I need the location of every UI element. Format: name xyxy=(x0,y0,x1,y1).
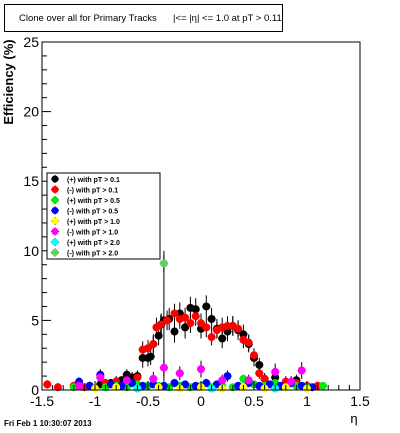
data-point-series-1 xyxy=(260,374,269,383)
data-point-series-5 xyxy=(271,367,280,376)
data-point-series-7 xyxy=(159,259,168,268)
data-point-series-5 xyxy=(287,377,296,386)
data-point-series-3 xyxy=(170,379,179,388)
x-tick-label: 1.5 xyxy=(350,393,370,409)
data-point-series-1 xyxy=(250,351,258,360)
legend-marker xyxy=(51,249,59,256)
timestamp: Fri Feb 1 10:30:07 2013 xyxy=(4,419,92,428)
x-tick-label: 1 xyxy=(303,393,311,409)
legend-entry-label: (+) with pT > 2.0 xyxy=(67,240,120,247)
data-point-series-1 xyxy=(244,338,253,347)
data-point-series-1 xyxy=(191,312,200,321)
legend-marker xyxy=(51,207,59,214)
data-point-series-1 xyxy=(156,320,165,329)
legend-marker xyxy=(51,217,59,225)
data-point-series-5 xyxy=(244,376,253,385)
legend-entry-label: (-) with pT > 0.1 xyxy=(67,188,118,195)
data-point-series-5 xyxy=(149,374,158,383)
legend-entry-label: (+) with pT > 0.1 xyxy=(67,177,120,184)
legend-box xyxy=(46,172,161,260)
legend-entry-label: (-) with pT > 0.5 xyxy=(67,209,118,216)
data-point-series-0 xyxy=(271,373,280,382)
x-tick-label: 0.5 xyxy=(244,393,264,409)
data-point-series-0 xyxy=(218,334,227,343)
legend-marker xyxy=(51,186,59,193)
y-tick-label: 0 xyxy=(31,382,39,398)
data-point-series-1 xyxy=(181,313,190,322)
data-point-series-0 xyxy=(207,315,216,324)
data-point-series-1 xyxy=(133,373,142,382)
legend-marker xyxy=(51,196,59,204)
data-point-series-2 xyxy=(318,381,327,390)
data-point-series-5 xyxy=(122,376,131,385)
y-tick-label: 5 xyxy=(31,312,39,328)
data-point-series-5 xyxy=(297,366,306,375)
data-points-layer xyxy=(43,259,327,393)
chart-title-box: Clone over all for Primary Tracks |<= |η… xyxy=(4,4,283,32)
data-point-series-5 xyxy=(175,369,184,378)
chart-title: Clone over all for Primary Tracks xyxy=(19,13,157,24)
y-tick-label: 20 xyxy=(23,104,39,120)
data-point-series-0 xyxy=(255,360,264,369)
x-tick-label: -0.5 xyxy=(136,393,160,409)
data-point-series-5 xyxy=(197,365,205,374)
legend-entry-label: (+) with pT > 1.0 xyxy=(67,219,120,226)
legend-marker xyxy=(51,228,59,235)
data-point-series-1 xyxy=(202,323,211,332)
data-point-series-1 xyxy=(149,340,158,349)
y-axis: 0 5 10 15 20 25 xyxy=(23,34,51,398)
data-point-series-0 xyxy=(146,352,155,361)
data-point-series-5 xyxy=(96,373,105,382)
data-point-series-1 xyxy=(234,324,243,333)
data-point-series-5 xyxy=(218,376,227,385)
y-tick-label: 10 xyxy=(23,243,39,259)
data-point-series-1 xyxy=(207,333,216,342)
data-point-series-1 xyxy=(53,383,62,392)
y-tick-label: 15 xyxy=(23,173,39,189)
y-axis-label: Efficiency (%) xyxy=(1,39,16,124)
legend-entry-label: (+) with pT > 0.5 xyxy=(67,198,120,205)
data-point-series-1 xyxy=(255,369,264,378)
data-point-series-1 xyxy=(43,380,52,389)
data-point-series-0 xyxy=(170,327,179,336)
legend: (+) with pT > 0.1 (-) with pT > 0.1 (+) wi… xyxy=(46,172,161,260)
legend-entry-label: (-) with pT > 1.0 xyxy=(67,230,118,237)
data-point-series-1 xyxy=(186,319,195,328)
x-tick-label: -1.5 xyxy=(30,393,54,409)
data-point-series-0 xyxy=(239,330,248,339)
data-point-series-0 xyxy=(154,331,163,340)
data-point-series-1 xyxy=(163,316,172,325)
x-axis-label: η xyxy=(350,411,357,426)
data-point-series-5 xyxy=(159,363,168,372)
x-tick-label: 0 xyxy=(197,393,205,409)
chart-title-overlap: |<= |η| <= 1.0 at pT > 0.11 xyxy=(173,13,282,24)
data-point-series-1 xyxy=(170,309,179,318)
data-point-series-0 xyxy=(202,302,211,311)
legend-marker xyxy=(51,238,59,246)
data-point-series-5 xyxy=(75,381,84,390)
x-axis: -1.5 -1 -0.5 0 0.5 1 1.5 xyxy=(30,381,370,409)
legend-marker xyxy=(51,175,59,183)
x-tick-label: -1 xyxy=(89,393,102,409)
data-point-series-0 xyxy=(191,305,200,314)
legend-entry-label: (-) with pT > 2.0 xyxy=(67,251,118,258)
y-tick-label: 25 xyxy=(23,34,39,50)
